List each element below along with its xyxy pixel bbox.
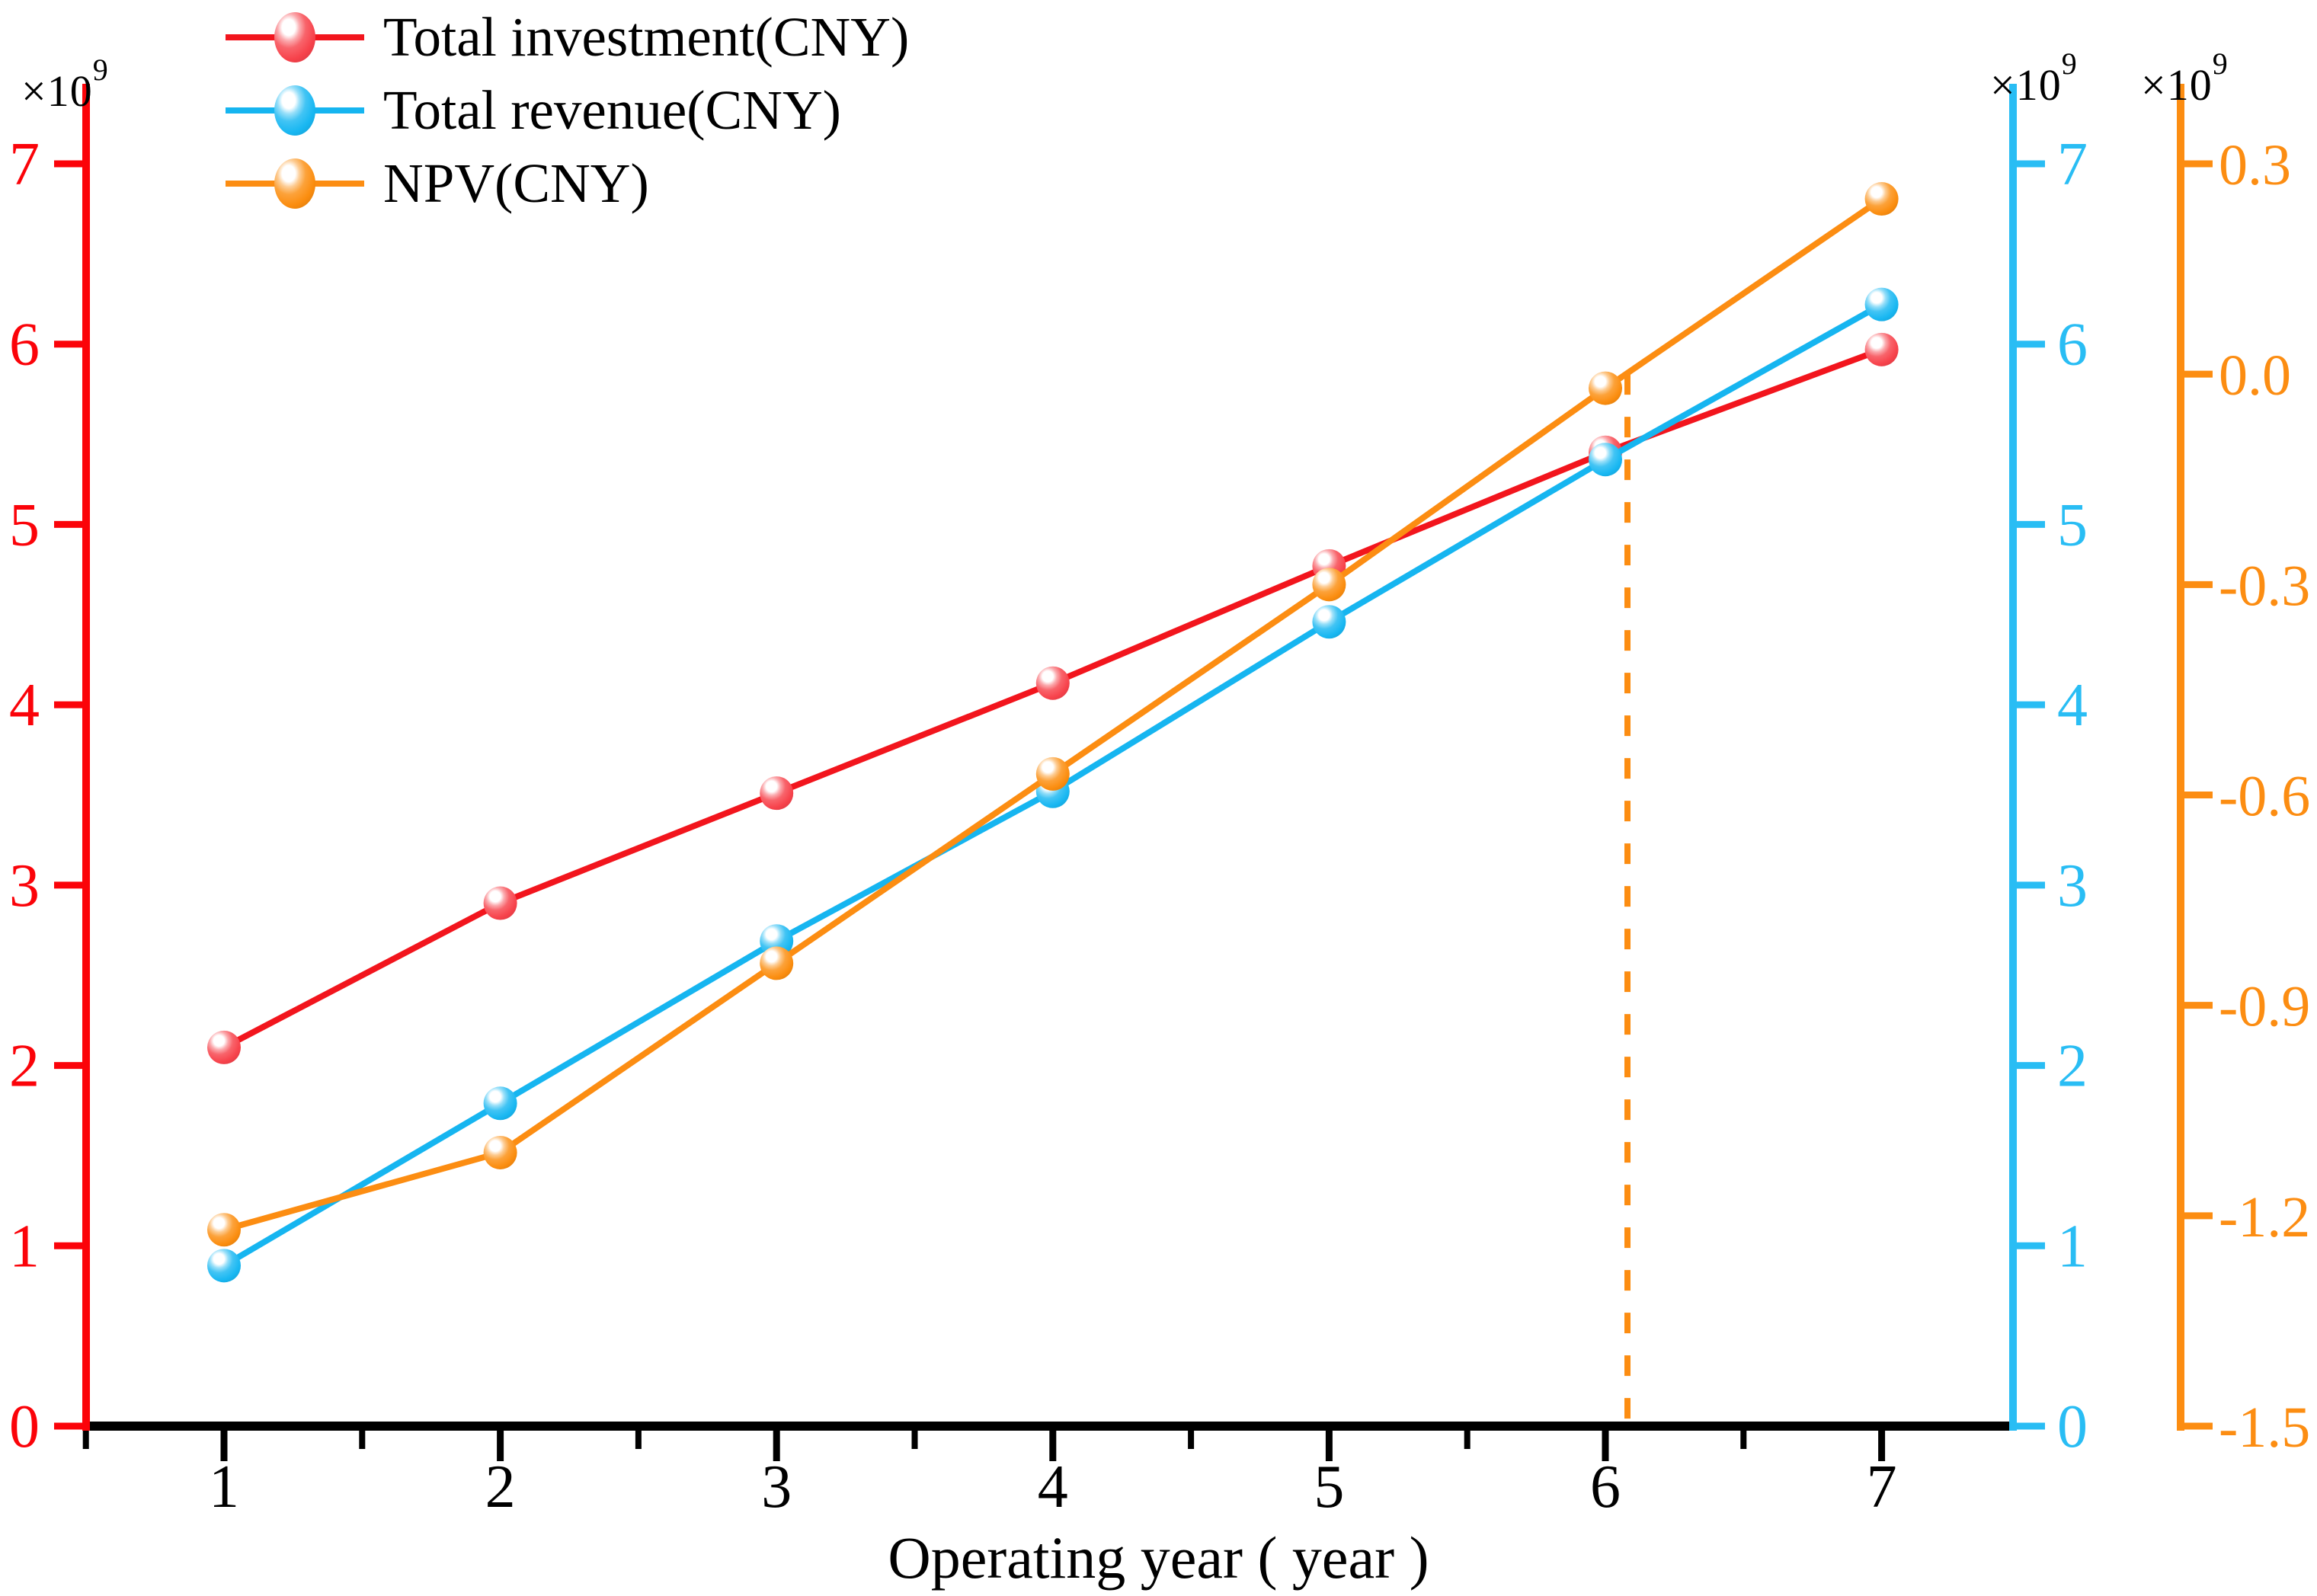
y-axis-right-outer-tick-label: -0.3	[2219, 554, 2310, 618]
x-axis-tick-label: 4	[1038, 1454, 1068, 1521]
series-line-npv-cny	[222, 196, 1883, 1233]
y-axis-left-tick-label: 4	[9, 672, 40, 739]
data-point	[1589, 371, 1622, 405]
x-axis-tick-label: 7	[1867, 1454, 1897, 1521]
x-axis: 1 2 3 4 5 6 7	[82, 1422, 2017, 1521]
y-axis-left-tick-label: 6	[9, 312, 40, 379]
data-point	[1312, 605, 1346, 639]
data-point	[207, 1213, 241, 1247]
data-point	[1035, 756, 1070, 791]
y-axis-left: 0 1 2 3 4 5 6 7	[9, 84, 90, 1460]
data-point	[483, 1086, 517, 1121]
y-axis-left-tick-label: 3	[9, 852, 40, 920]
y-axis-left-tick-label: 5	[9, 491, 40, 558]
y-axis-right-inner-tick-label: 5	[2057, 491, 2088, 558]
data-point	[1589, 443, 1622, 477]
data-point	[1864, 182, 1899, 216]
data-point	[483, 1135, 517, 1169]
x-axis-tick-label: 3	[761, 1454, 792, 1521]
x-axis-tick-label: 5	[1314, 1454, 1344, 1521]
legend-key-marker	[274, 158, 315, 209]
legend-item-label: Total investment(CNY)	[383, 6, 910, 68]
legend-item-label: Total revenue(CNY)	[383, 79, 841, 141]
legend-key-marker	[274, 85, 315, 136]
data-point	[760, 776, 794, 811]
left-axis-scale-label: ×109	[21, 53, 109, 116]
y-axis-left-tick-label: 1	[9, 1213, 40, 1280]
x-axis-label: Operating year ( year )	[888, 1524, 1429, 1591]
y-axis-right-inner-tick-label: 2	[2057, 1033, 2088, 1100]
y-axis-left-tick-label: 0	[9, 1393, 40, 1460]
data-point	[207, 1249, 241, 1283]
series-npv-cny	[207, 182, 1899, 1247]
y-axis-right-outer-tick-label: 0.0	[2219, 344, 2291, 408]
legend: Total investment(CNY) Total revenue(CNY)…	[0, 0, 914, 229]
x-axis-tick-label: 2	[485, 1454, 516, 1521]
data-point	[1035, 666, 1070, 700]
legend-key-marker	[274, 12, 315, 62]
legend-item-label: NPV(CNY)	[383, 152, 649, 214]
data-point	[483, 886, 517, 920]
right-outer-axis-scale-label: ×109	[2141, 46, 2229, 110]
y-axis-right-inner-tick-label: 0	[2057, 1393, 2088, 1460]
x-axis-tick-label: 1	[209, 1454, 239, 1521]
data-point	[760, 946, 794, 980]
y-axis-right-outer: 0.3 0.0 -0.3 -0.6 -0.9 -1.2 -1.5	[2177, 84, 2310, 1460]
y-axis-right-outer-tick-label: -0.6	[2219, 765, 2310, 829]
y-axis-right-inner: 0 1 2 3 4 5 6 7	[2009, 84, 2088, 1460]
y-axis-right-inner-tick-label: 4	[2057, 672, 2088, 739]
right-inner-axis-scale-label: ×109	[1990, 46, 2078, 110]
y-axis-right-outer-tick-label: -1.2	[2219, 1185, 2310, 1249]
y-axis-right-outer-tick-label: -1.5	[2219, 1396, 2310, 1460]
data-point	[207, 1030, 241, 1064]
series-total-investment-cny	[207, 332, 1899, 1064]
y-axis-right-outer-tick-label: 0.3	[2219, 133, 2291, 197]
y-axis-right-inner-tick-label: 1	[2057, 1213, 2088, 1280]
data-point	[1312, 568, 1346, 602]
y-axis-left-tick-label: 7	[9, 131, 40, 198]
y-axis-right-inner-tick-label: 7	[2057, 131, 2088, 198]
y-axis-left-tick-label: 2	[9, 1033, 40, 1100]
data-point	[1864, 287, 1899, 321]
x-axis-tick-label: 6	[1590, 1454, 1621, 1521]
y-axis-right-outer-tick-label: -0.9	[2219, 975, 2310, 1039]
data-point	[1864, 332, 1899, 366]
y-axis-right-inner-tick-label: 6	[2057, 312, 2088, 379]
legend-keys	[226, 12, 364, 209]
y-axis-right-inner-tick-label: 3	[2057, 852, 2088, 920]
